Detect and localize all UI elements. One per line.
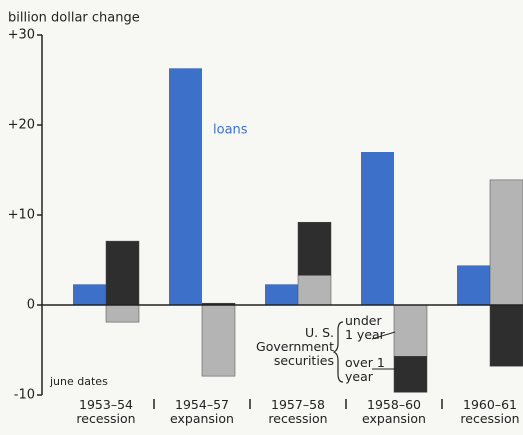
brace: [332, 321, 344, 383]
pointer: [371, 331, 396, 340]
y-axis-label: billion dollar change: [8, 11, 140, 26]
bar: [489, 304, 523, 367]
bar: [361, 152, 394, 305]
bar: [265, 284, 298, 305]
bar: [73, 284, 106, 305]
x-tick-label-box: 1953–54 recession: [76, 398, 136, 426]
bar: [457, 265, 490, 305]
x-tick-label: 1954–57 expansion: [170, 398, 234, 426]
y-tick-label: 0: [27, 298, 35, 313]
bar: [393, 356, 428, 393]
legend-label: over 1 year: [345, 356, 385, 384]
x-tick-label: 1960–61 recession: [460, 398, 520, 426]
legend-label-box: over 1 year: [345, 356, 385, 384]
x-tick-label-box: 1957–58 recession: [268, 398, 328, 426]
x-tick-label-box: 1960–61 recession: [460, 398, 520, 426]
y-tick-label: +10: [8, 208, 35, 223]
bar: [105, 240, 140, 306]
bar: [201, 304, 236, 377]
x-tick-label: 1957–58 recession: [268, 398, 328, 426]
legend-label: under 1 year: [345, 314, 385, 342]
bar: [105, 304, 140, 323]
x-tick-label-box: 1958–60 expansion: [362, 398, 426, 426]
y-tick-label: +20: [8, 118, 35, 133]
bar: [393, 304, 428, 357]
legend-label: loans: [213, 123, 248, 138]
x-tick-label: 1958–60 expansion: [362, 398, 426, 426]
bar: [297, 221, 332, 276]
x-tick-label-box: 1954–57 expansion: [170, 398, 234, 426]
annotation: june dates: [49, 375, 108, 388]
bar: [489, 179, 523, 306]
legend-label-box: under 1 year: [345, 314, 385, 342]
bar: [169, 68, 202, 305]
annotation: U. S. Government securities: [256, 326, 334, 368]
x-tick-label: 1953–54 recession: [76, 398, 136, 426]
bar: [297, 275, 332, 306]
annotation-box: U. S. Government securities: [256, 326, 334, 368]
y-tick-label: -10: [14, 388, 35, 403]
y-tick-label: +30: [8, 28, 35, 43]
